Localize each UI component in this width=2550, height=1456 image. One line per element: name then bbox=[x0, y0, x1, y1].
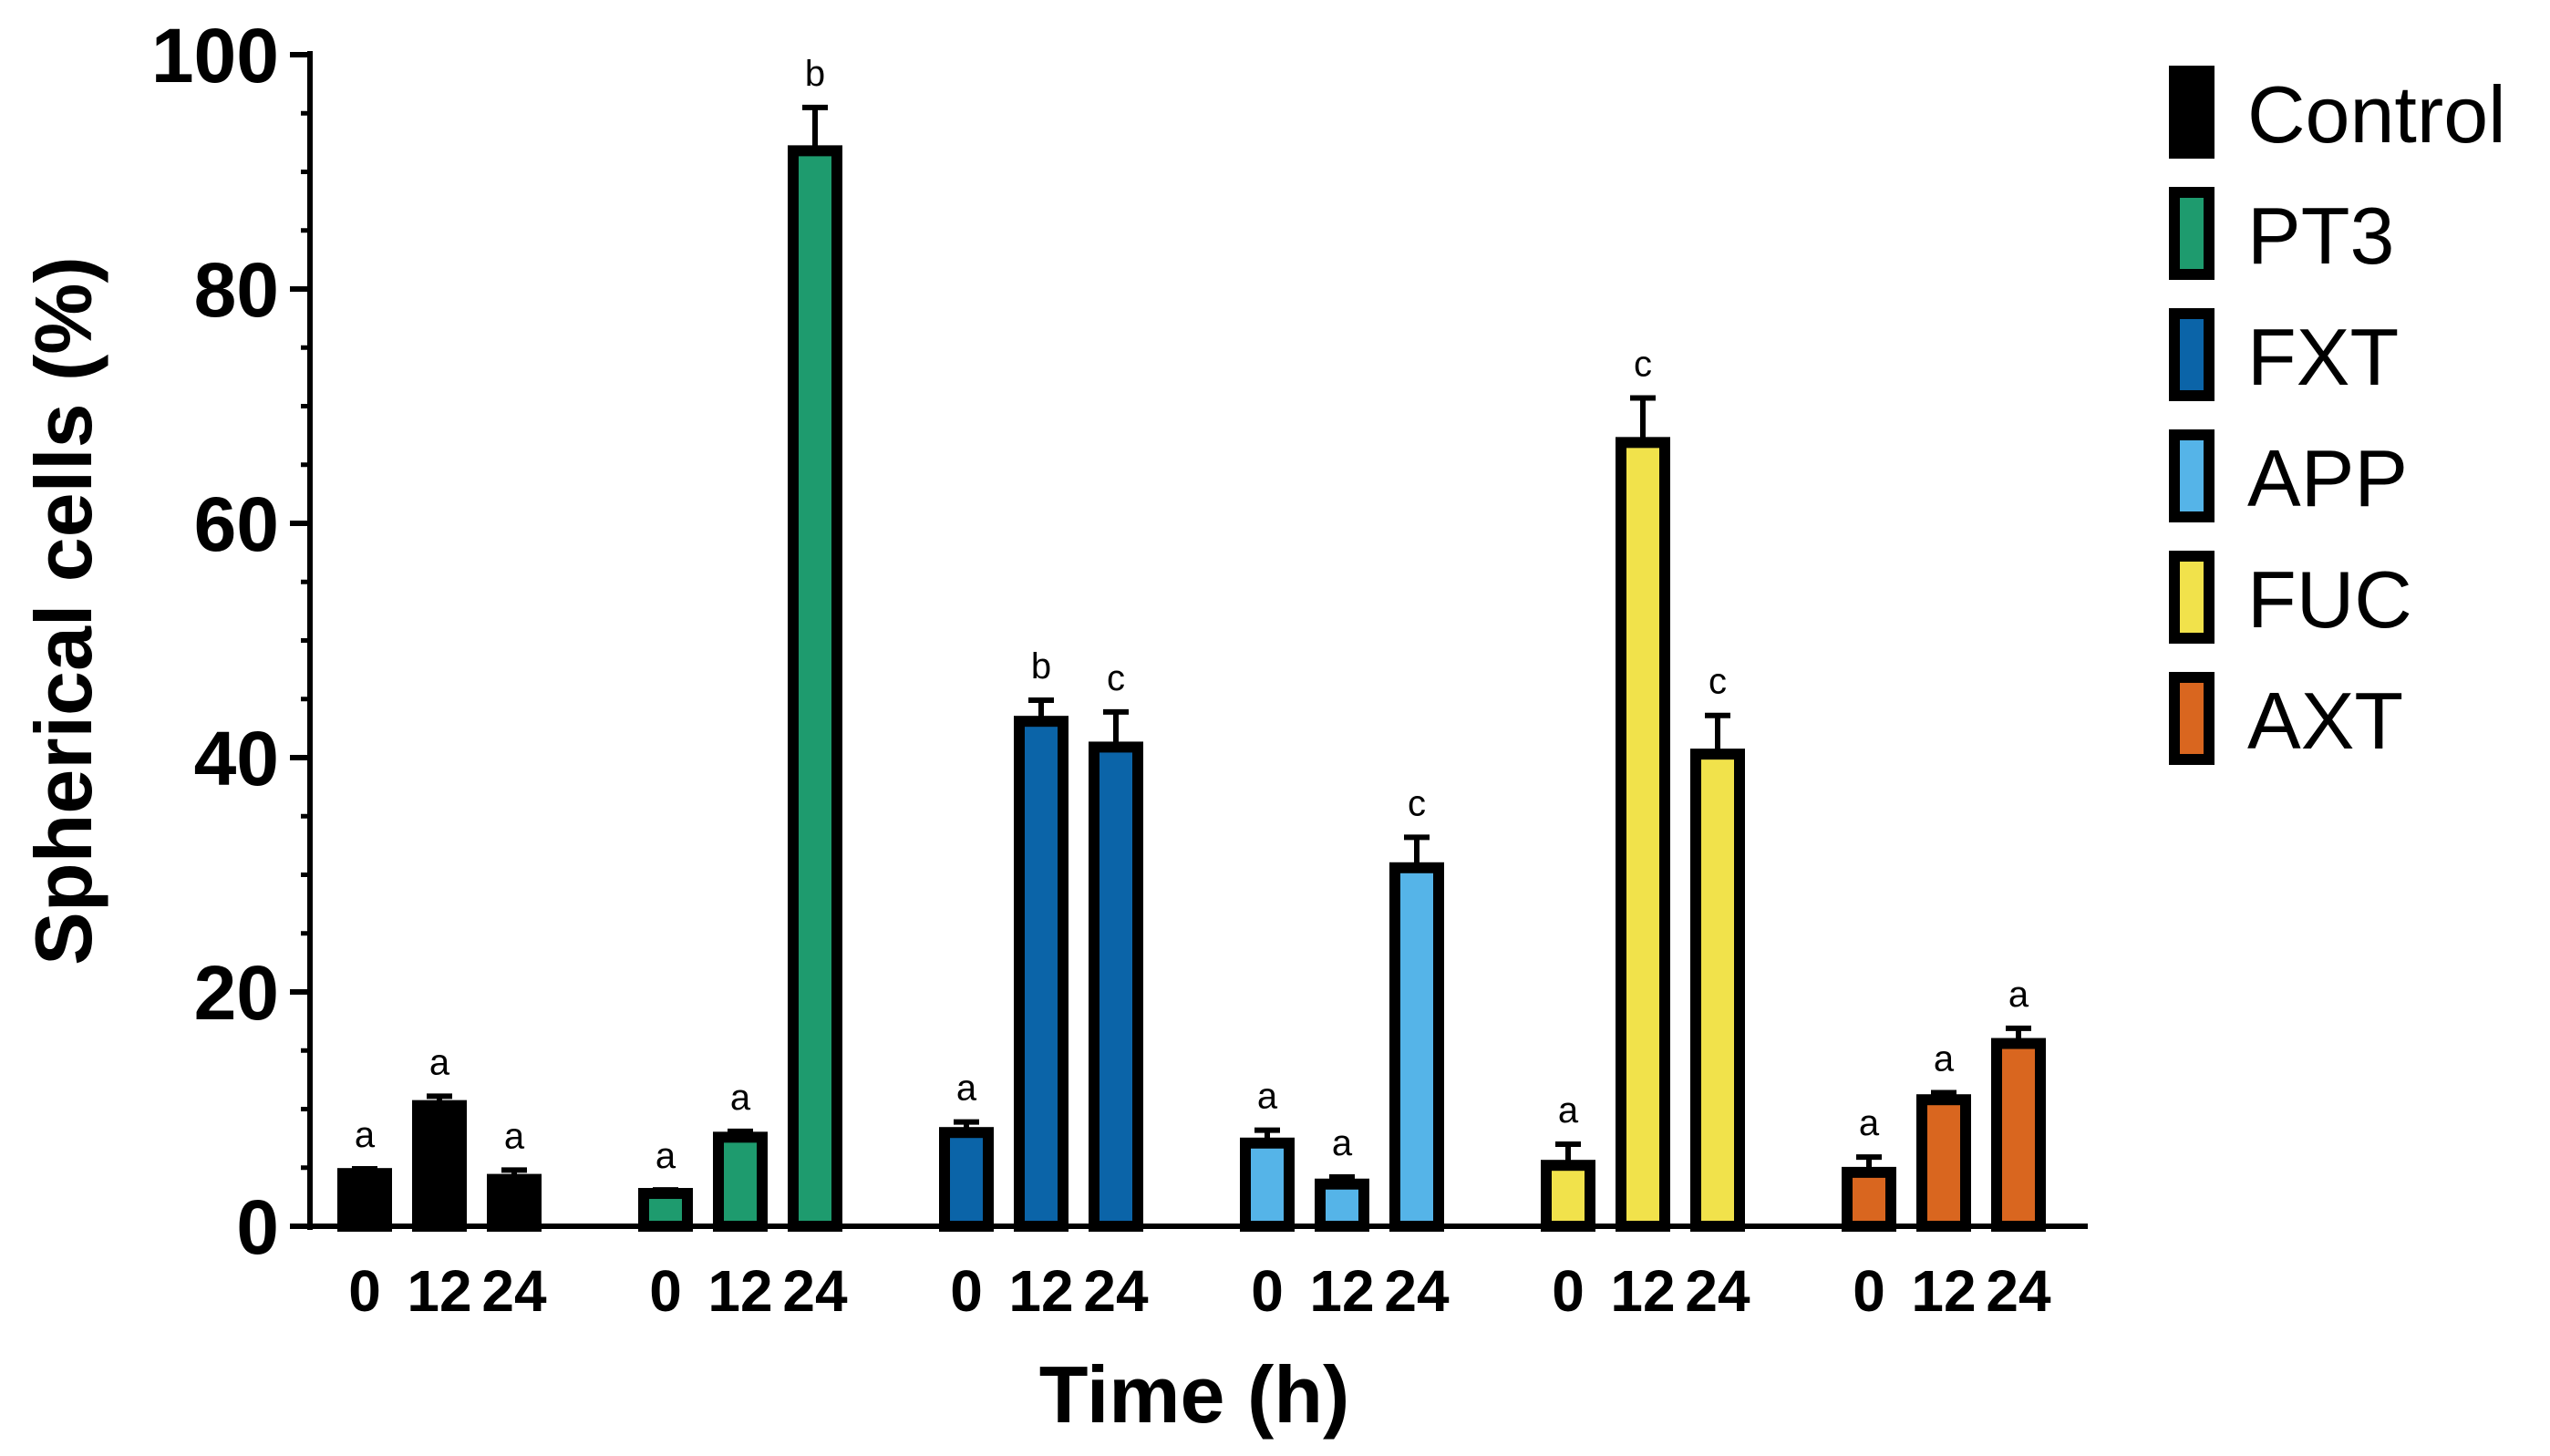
x-tick-label: 0 bbox=[649, 1258, 682, 1324]
y-tick-label: 40 bbox=[194, 716, 279, 801]
significance-label: c bbox=[1709, 662, 1727, 702]
x-tick-label: 24 bbox=[1384, 1258, 1450, 1324]
x-tick-label: 0 bbox=[348, 1258, 381, 1324]
x-tick-label: 0 bbox=[1251, 1258, 1284, 1324]
x-tick-label: 12 bbox=[707, 1258, 772, 1324]
legend-label-fxt: FXT bbox=[2247, 312, 2399, 402]
y-axis-title: Spherical cells (%) bbox=[18, 256, 108, 966]
bar-app-24 bbox=[1389, 862, 1444, 1232]
significance-label: a bbox=[956, 1069, 977, 1109]
legend-swatch-pt3 bbox=[2169, 187, 2214, 280]
bar-control-0 bbox=[337, 1168, 392, 1233]
legend: Control PT3 FXT APP FUC AXT bbox=[2169, 66, 2506, 766]
x-tick-label: 24 bbox=[1083, 1258, 1149, 1324]
bar-control-12 bbox=[412, 1100, 467, 1233]
bar-fxt-12 bbox=[1014, 716, 1069, 1232]
significance-label: a bbox=[1934, 1039, 1955, 1079]
x-tick-label: 0 bbox=[950, 1258, 983, 1324]
legend-swatch-fuc bbox=[2169, 551, 2214, 644]
significance-label: a bbox=[730, 1078, 751, 1118]
x-tick-label: 12 bbox=[407, 1258, 471, 1324]
significance-label: c bbox=[1408, 783, 1426, 823]
significance-label: b bbox=[805, 54, 825, 94]
x-tick-label: 0 bbox=[1552, 1258, 1585, 1324]
bar-fuc-12 bbox=[1616, 437, 1670, 1232]
x-tick-label: 24 bbox=[481, 1258, 547, 1324]
significance-label: a bbox=[1257, 1077, 1278, 1117]
y-tick-label: 80 bbox=[194, 247, 279, 333]
y-tick-label: 100 bbox=[151, 13, 279, 98]
x-axis-title: Time (h) bbox=[1039, 1349, 1350, 1440]
significance-label: a bbox=[2008, 975, 2029, 1015]
x-tick-label: 24 bbox=[1685, 1258, 1750, 1324]
significance-label: a bbox=[1558, 1090, 1579, 1131]
bar-fxt-24 bbox=[1089, 741, 1143, 1232]
legend-label-axt: AXT bbox=[2247, 676, 2403, 766]
legend-swatch-axt bbox=[2169, 672, 2214, 765]
bar-pt3-0 bbox=[638, 1188, 693, 1233]
legend-swatch-fxt bbox=[2169, 308, 2214, 401]
bar-app-0 bbox=[1240, 1137, 1295, 1233]
legend-swatch-control bbox=[2169, 66, 2214, 159]
axes-layer: 0 12 24 0 12 24 0 12 24 0 12 24 0 12 24 0 12 240204060801… bbox=[151, 13, 2088, 1324]
x-tick-label: 12 bbox=[1309, 1258, 1374, 1324]
significance-label: c bbox=[1107, 658, 1125, 698]
x-tick-label: 12 bbox=[1911, 1258, 1976, 1324]
bar-fxt-0 bbox=[939, 1127, 994, 1232]
x-tick-label: 12 bbox=[1610, 1258, 1675, 1324]
legend-label-fuc: FUC bbox=[2247, 554, 2412, 645]
y-tick-label: 60 bbox=[194, 481, 279, 567]
significance-label: a bbox=[504, 1116, 525, 1156]
significance-label: a bbox=[355, 1115, 376, 1155]
significance-label: a bbox=[656, 1136, 676, 1176]
x-tick-label: 24 bbox=[782, 1258, 848, 1324]
bar-fuc-0 bbox=[1541, 1160, 1595, 1233]
bar-pt3-24 bbox=[788, 145, 842, 1232]
bar-pt3-12 bbox=[713, 1131, 768, 1232]
significance-label: a bbox=[1332, 1123, 1353, 1163]
legend-label-app: APP bbox=[2247, 433, 2408, 523]
bar-control-24 bbox=[487, 1173, 542, 1232]
significance-label: a bbox=[1859, 1103, 1880, 1143]
bar-axt-12 bbox=[1916, 1094, 1971, 1232]
bar-axt-0 bbox=[1842, 1166, 1896, 1233]
bar-app-12 bbox=[1315, 1178, 1369, 1232]
x-tick-label: 24 bbox=[1986, 1258, 2051, 1324]
y-tick-label: 20 bbox=[194, 950, 279, 1036]
significance-label: b bbox=[1031, 646, 1051, 687]
legend-label-pt3: PT3 bbox=[2247, 191, 2394, 281]
bar-fuc-24 bbox=[1690, 749, 1745, 1232]
x-tick-label: 12 bbox=[1008, 1258, 1073, 1324]
bar-axt-24 bbox=[1991, 1038, 2046, 1233]
bars-layer: a a a a a b a b c a a c a c c a a a bbox=[337, 54, 2046, 1233]
significance-label: a bbox=[429, 1042, 450, 1082]
significance-label: c bbox=[1634, 345, 1652, 385]
y-tick-label: 0 bbox=[236, 1184, 279, 1270]
x-tick-label: 0 bbox=[1853, 1258, 1885, 1324]
legend-swatch-app bbox=[2169, 429, 2214, 522]
legend-label-control: Control bbox=[2247, 69, 2506, 160]
